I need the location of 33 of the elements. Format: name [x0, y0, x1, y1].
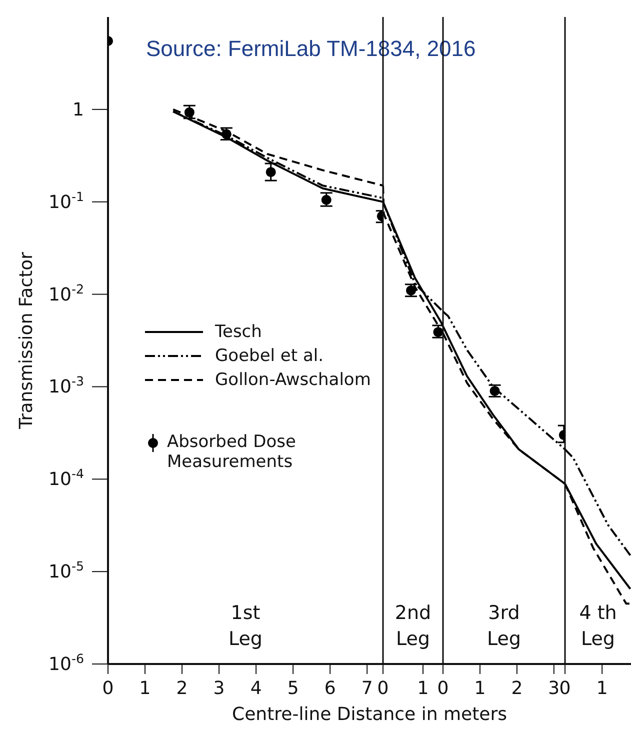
legend-label: Absorbed Dose Measurements	[167, 432, 297, 472]
y-tick-label: 1	[72, 99, 84, 120]
y-tick-label: 10$^{-2}$	[48, 280, 84, 306]
x-tick-label: 1	[417, 678, 429, 699]
x-tick-label: 2	[176, 678, 188, 699]
x-axis-title: Centre-line Distance in meters	[231, 704, 508, 725]
y-tick-label: 10$^{-6}$	[48, 650, 84, 675]
x-tick-label: 2	[511, 678, 523, 699]
legend-label: Tesch	[215, 322, 262, 342]
x-tick-label: 7	[361, 678, 373, 699]
x-tick-label: 6	[324, 678, 336, 699]
annotation: 4 th Leg	[578, 601, 618, 652]
legend-label: Gollon-Awschalom	[215, 370, 371, 390]
x-tick-label: 4	[250, 678, 262, 699]
x-tick-label: 0	[377, 678, 389, 699]
annotation: 1st Leg	[227, 601, 264, 652]
x-tick-label: 3	[213, 678, 225, 699]
legend-label: Goebel et al.	[215, 346, 324, 366]
x-tick-label: 0	[437, 678, 449, 699]
x-tick-label: 1	[474, 678, 486, 699]
y-tick-label: 10$^{-3}$	[48, 373, 84, 398]
annotation: 2nd Leg	[394, 601, 432, 652]
x-tick-label: 1	[139, 678, 151, 699]
y-tick-label: 10$^{-5}$	[48, 558, 84, 583]
x-tick-label: 5	[287, 678, 299, 699]
x-tick-label: 0	[559, 678, 571, 699]
y-axis-title: Transmission Factor	[16, 251, 37, 430]
y-tick-label: 10$^{-1}$	[48, 188, 84, 213]
x-tick-label: 0	[102, 678, 114, 699]
y-tick-label: 10$^{-4}$	[48, 466, 84, 490]
x-tick-label: 3	[548, 678, 560, 699]
annotation: 3rd Leg	[486, 601, 522, 652]
x-tick-label: 1	[596, 678, 608, 699]
